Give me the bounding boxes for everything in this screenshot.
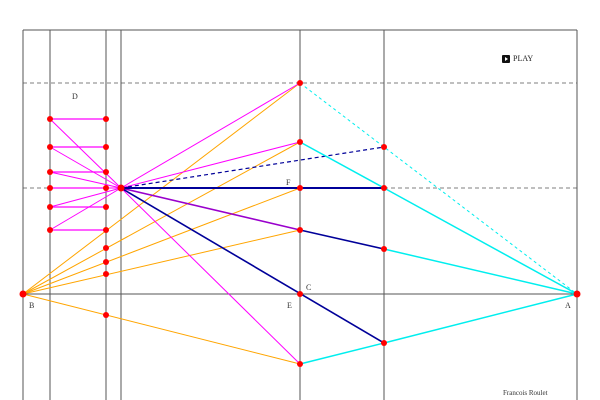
point[interactable] — [381, 185, 387, 191]
point[interactable] — [297, 80, 303, 86]
point[interactable] — [103, 271, 109, 277]
label-a: A — [565, 301, 571, 310]
point[interactable] — [103, 227, 109, 233]
label-e: E — [287, 301, 292, 310]
navy-dashed — [120, 146, 385, 189]
magenta-ray — [49, 187, 122, 231]
magenta-ray — [49, 187, 122, 208]
play-icon — [502, 54, 510, 63]
point[interactable] — [47, 185, 53, 191]
cyan-segment — [299, 141, 385, 189]
play-button[interactable]: PLAY — [502, 54, 533, 63]
magenta-ray — [120, 82, 301, 189]
cyan-dashed — [299, 82, 578, 295]
point[interactable] — [573, 290, 581, 298]
point[interactable] — [103, 169, 109, 175]
navy-line-c — [120, 187, 385, 344]
point[interactable] — [47, 144, 53, 150]
orange-ray — [22, 229, 301, 295]
cyan-to-a — [383, 293, 578, 344]
magenta-ray — [49, 171, 122, 189]
point[interactable] — [103, 312, 109, 318]
point[interactable] — [103, 144, 109, 150]
label-c: C — [306, 283, 311, 292]
point[interactable] — [47, 169, 53, 175]
point[interactable] — [297, 139, 303, 145]
magenta-ray — [120, 141, 301, 189]
play-label: PLAY — [513, 54, 534, 63]
label-b: B — [29, 301, 34, 310]
label-f: F — [286, 178, 291, 187]
point[interactable] — [47, 227, 53, 233]
point[interactable] — [381, 144, 387, 150]
cyan-to-a — [383, 248, 578, 295]
point[interactable] — [381, 340, 387, 346]
purple-ray — [120, 187, 301, 231]
point[interactable] — [381, 246, 387, 252]
point[interactable] — [297, 227, 303, 233]
magenta-ray — [49, 118, 122, 189]
point[interactable] — [103, 116, 109, 122]
label-d: D — [72, 92, 78, 101]
magenta-ray — [49, 146, 122, 189]
cyan-to-a — [383, 187, 578, 295]
point[interactable] — [47, 204, 53, 210]
point[interactable] — [297, 291, 303, 297]
author-credit: Francois Roulet — [503, 389, 548, 397]
point[interactable] — [103, 204, 109, 210]
cyan-segment — [299, 342, 385, 365]
point[interactable] — [47, 116, 53, 122]
point[interactable] — [103, 259, 109, 265]
point[interactable] — [297, 361, 303, 367]
point[interactable] — [19, 290, 27, 298]
navy-segment — [299, 229, 385, 250]
magenta-ray — [120, 187, 301, 365]
point[interactable] — [297, 185, 303, 191]
orange-ray — [22, 293, 301, 365]
point[interactable] — [103, 185, 109, 191]
point[interactable] — [117, 184, 125, 192]
point[interactable] — [103, 245, 109, 251]
orange-ray — [22, 187, 301, 295]
